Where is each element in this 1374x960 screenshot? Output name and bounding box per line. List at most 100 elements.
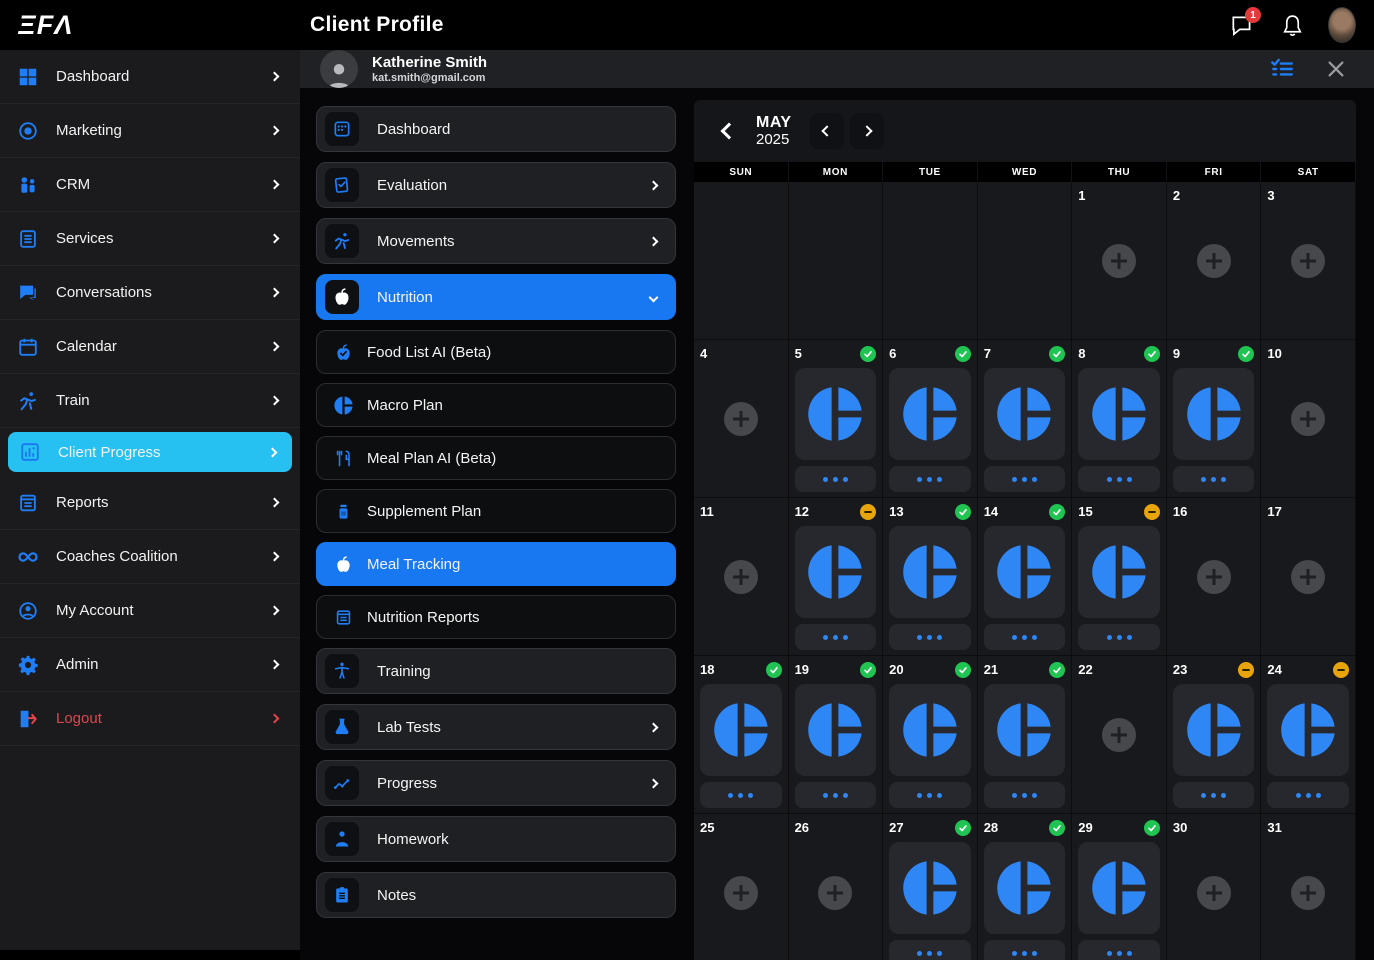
macro-pie-card[interactable] [794, 368, 877, 460]
more-options-button[interactable] [983, 940, 1066, 960]
sidebar-item-marketing[interactable]: Marketing [0, 104, 300, 158]
more-options-button[interactable] [794, 624, 877, 650]
sidebar-item-conversations[interactable]: Conversations [0, 266, 300, 320]
add-meal-button[interactable] [1196, 875, 1231, 910]
sidebar-item-logout[interactable]: Logout [0, 692, 300, 746]
more-options-button[interactable] [983, 624, 1066, 650]
next-month-button[interactable] [849, 113, 884, 149]
calendar-cell-20: 20 [883, 656, 978, 814]
more-options-button[interactable] [983, 782, 1066, 808]
more-options-button[interactable] [889, 940, 971, 960]
calendar-back-button[interactable] [714, 116, 744, 146]
more-options-button[interactable] [700, 782, 782, 808]
calendar-cell-8: 8 [1072, 340, 1167, 498]
submenu-item-notes[interactable]: Notes [316, 872, 676, 918]
add-meal-button[interactable] [1196, 559, 1231, 594]
add-meal-button[interactable] [1102, 717, 1137, 752]
chevron-down-icon [648, 292, 659, 302]
macro-pie-card[interactable] [700, 684, 782, 776]
sidebar-item-client-progress[interactable]: Client Progress [8, 432, 292, 472]
submenu-item-label: Homework [377, 830, 449, 848]
more-options-button[interactable] [794, 466, 877, 492]
submenu-item-label: Supplement Plan [367, 502, 482, 520]
more-options-button[interactable] [983, 466, 1066, 492]
more-options-button[interactable] [889, 624, 971, 650]
date-number: 13 [889, 504, 904, 519]
submenu-item-dashboard[interactable]: Dashboard [316, 106, 676, 152]
sidebar-item-services[interactable]: Services [0, 212, 300, 266]
submenu-item-macro-plan[interactable]: Macro Plan [316, 383, 676, 427]
add-meal-button[interactable] [723, 401, 758, 436]
notifications-button[interactable] [1278, 11, 1306, 39]
sidebar-item-train[interactable]: Train [0, 374, 300, 428]
tasks-button[interactable] [1268, 55, 1296, 83]
add-meal-button[interactable] [818, 875, 853, 910]
prev-month-button[interactable] [809, 113, 844, 149]
macro-pie-card[interactable] [1078, 842, 1160, 934]
submenu-item-evaluation[interactable]: Evaluation [316, 162, 676, 208]
more-options-button[interactable] [1078, 466, 1160, 492]
macro-pie-card[interactable] [794, 684, 877, 776]
sidebar-item-reports[interactable]: Reports [0, 476, 300, 530]
macro-pie-card[interactable] [1267, 684, 1349, 776]
more-options-button[interactable] [794, 782, 877, 808]
add-meal-button[interactable] [723, 559, 758, 594]
add-meal-button[interactable] [1196, 243, 1231, 278]
add-meal-button[interactable] [1291, 559, 1326, 594]
submenu-item-homework[interactable]: Homework [316, 816, 676, 862]
add-meal-button[interactable] [1291, 875, 1326, 910]
calendar-cell-blank [788, 182, 884, 340]
more-options-button[interactable] [1172, 782, 1255, 808]
macro-pie-card[interactable] [1078, 368, 1160, 460]
submenu-item-meal-tracking[interactable]: Meal Tracking [316, 542, 676, 586]
submenu-item-supplement-plan[interactable]: Supplement Plan [316, 489, 676, 533]
close-button[interactable] [1322, 55, 1350, 83]
efa-logo[interactable]: ΞFΛ [0, 10, 300, 41]
sidebar-item-crm[interactable]: CRM [0, 158, 300, 212]
submenu-item-meal-plan-ai-beta[interactable]: Meal Plan AI (Beta) [316, 436, 676, 480]
add-meal-button[interactable] [1291, 401, 1326, 436]
chevron-right-icon [269, 71, 280, 82]
calendar-cell-24: 24 [1261, 656, 1356, 814]
submenu-item-nutrition-reports[interactable]: Nutrition Reports [316, 595, 676, 639]
macro-pie-card[interactable] [889, 368, 971, 460]
macro-pie-card[interactable] [1078, 526, 1160, 618]
messages-button[interactable]: 1 [1228, 7, 1261, 39]
macro-pie-card[interactable] [1172, 684, 1255, 776]
sidebar-item-dashboard[interactable]: Dashboard [0, 50, 300, 104]
sidebar-item-calendar[interactable]: Calendar [0, 320, 300, 374]
macro-pie-card[interactable] [889, 526, 971, 618]
more-options-button[interactable] [1267, 782, 1349, 808]
sidebar-item-my-account[interactable]: My Account [0, 584, 300, 638]
macro-pie-card[interactable] [1172, 368, 1255, 460]
chevron-right-icon [269, 341, 280, 352]
more-options-button[interactable] [889, 466, 971, 492]
add-meal-button[interactable] [723, 875, 758, 910]
submenu-item-label: Movements [377, 232, 455, 250]
submenu-item-movements[interactable]: Movements [316, 218, 676, 264]
macro-pie-card[interactable] [983, 842, 1066, 934]
sidebar-item-admin[interactable]: Admin [0, 638, 300, 692]
submenu-item-progress[interactable]: Progress [316, 760, 676, 806]
add-meal-button[interactable] [1102, 243, 1137, 278]
submenu-item-food-list-ai-beta[interactable]: Food List AI (Beta) [316, 330, 676, 374]
more-options-button[interactable] [1172, 466, 1255, 492]
more-options-button[interactable] [1078, 624, 1160, 650]
macro-pie-card[interactable] [983, 684, 1066, 776]
check-badge-icon [1049, 346, 1066, 362]
add-meal-button[interactable] [1291, 243, 1326, 278]
macro-pie-card[interactable] [889, 842, 971, 934]
macro-pie-card[interactable] [889, 684, 971, 776]
user-avatar[interactable] [1328, 7, 1356, 43]
submenu-item-training[interactable]: Training [316, 648, 676, 694]
macro-pie-card[interactable] [794, 526, 877, 618]
more-options-button[interactable] [889, 782, 971, 808]
sidebar-item-coaches-coalition[interactable]: Coaches Coalition [0, 530, 300, 584]
submenu-item-lab-tests[interactable]: Lab Tests [316, 704, 676, 750]
macro-pie-card[interactable] [983, 368, 1066, 460]
macro-pie-card[interactable] [983, 526, 1066, 618]
calendar-cell-11: 11 [694, 498, 789, 656]
more-options-button[interactable] [1078, 940, 1160, 960]
submenu-item-nutrition[interactable]: Nutrition [316, 274, 676, 320]
date-number: 25 [700, 820, 715, 835]
